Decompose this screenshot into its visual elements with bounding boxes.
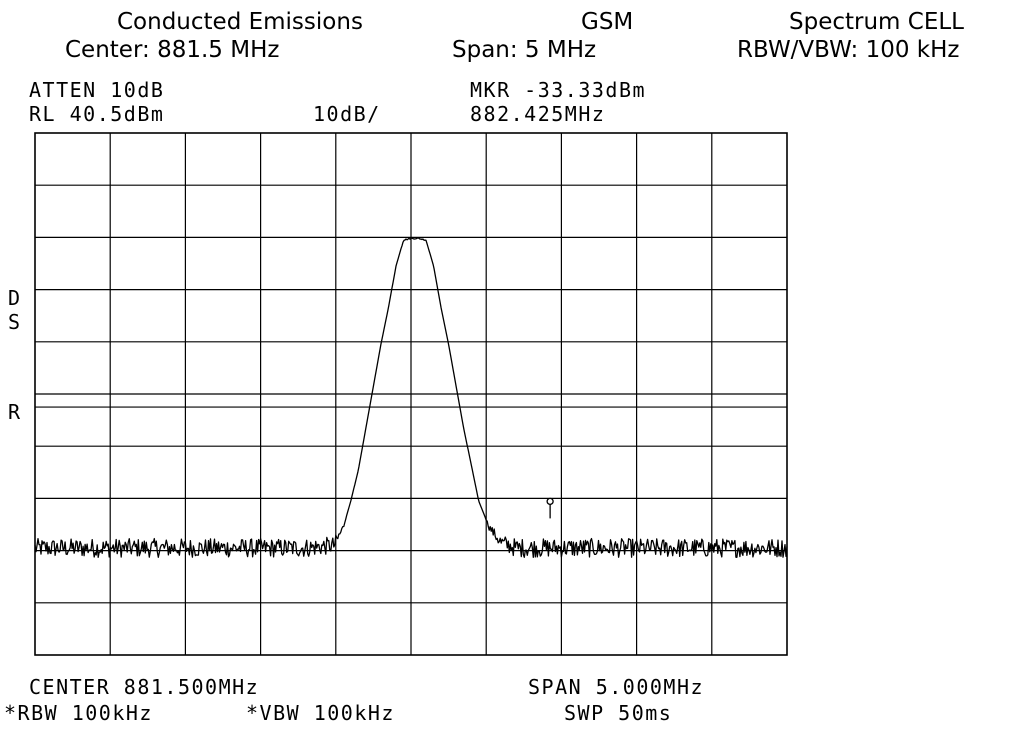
marker-frequency-readout: 882.425MHz [470, 102, 606, 126]
reference-level-readout: RL 40.5dBm [29, 102, 165, 126]
marker-indicator [546, 497, 554, 519]
side-label-r: R [8, 400, 21, 424]
rbw-readout: *RBW 100kHz [4, 701, 153, 725]
header-technology: GSM [581, 9, 634, 35]
header-center-frequency: Center: 881.5 MHz [65, 37, 280, 63]
side-label-s: S [8, 310, 21, 334]
attenuation-readout: ATTEN 10dB [29, 78, 165, 102]
spectrum-trace [34, 237, 788, 558]
chart-title: Conducted Emissions [117, 9, 363, 35]
marker-level-readout: MKR -33.33dBm [470, 78, 647, 102]
side-label-d: D [8, 286, 21, 310]
center-frequency-readout: CENTER 881.500MHz [29, 675, 260, 699]
header-rbw-vbw: RBW/VBW: 100 kHz [737, 37, 960, 63]
header-band: Spectrum CELL [789, 9, 964, 35]
span-readout: SPAN 5.000MHz [528, 675, 705, 699]
spectrum-trace-line [34, 237, 788, 558]
marker-point [546, 497, 554, 506]
sweep-readout: SWP 50ms [564, 701, 673, 725]
vbw-readout: *VBW 100kHz [246, 701, 395, 725]
header-span: Span: 5 MHz [452, 37, 597, 63]
plot-grid [34, 132, 788, 656]
scale-readout: 10dB/ [313, 102, 381, 126]
